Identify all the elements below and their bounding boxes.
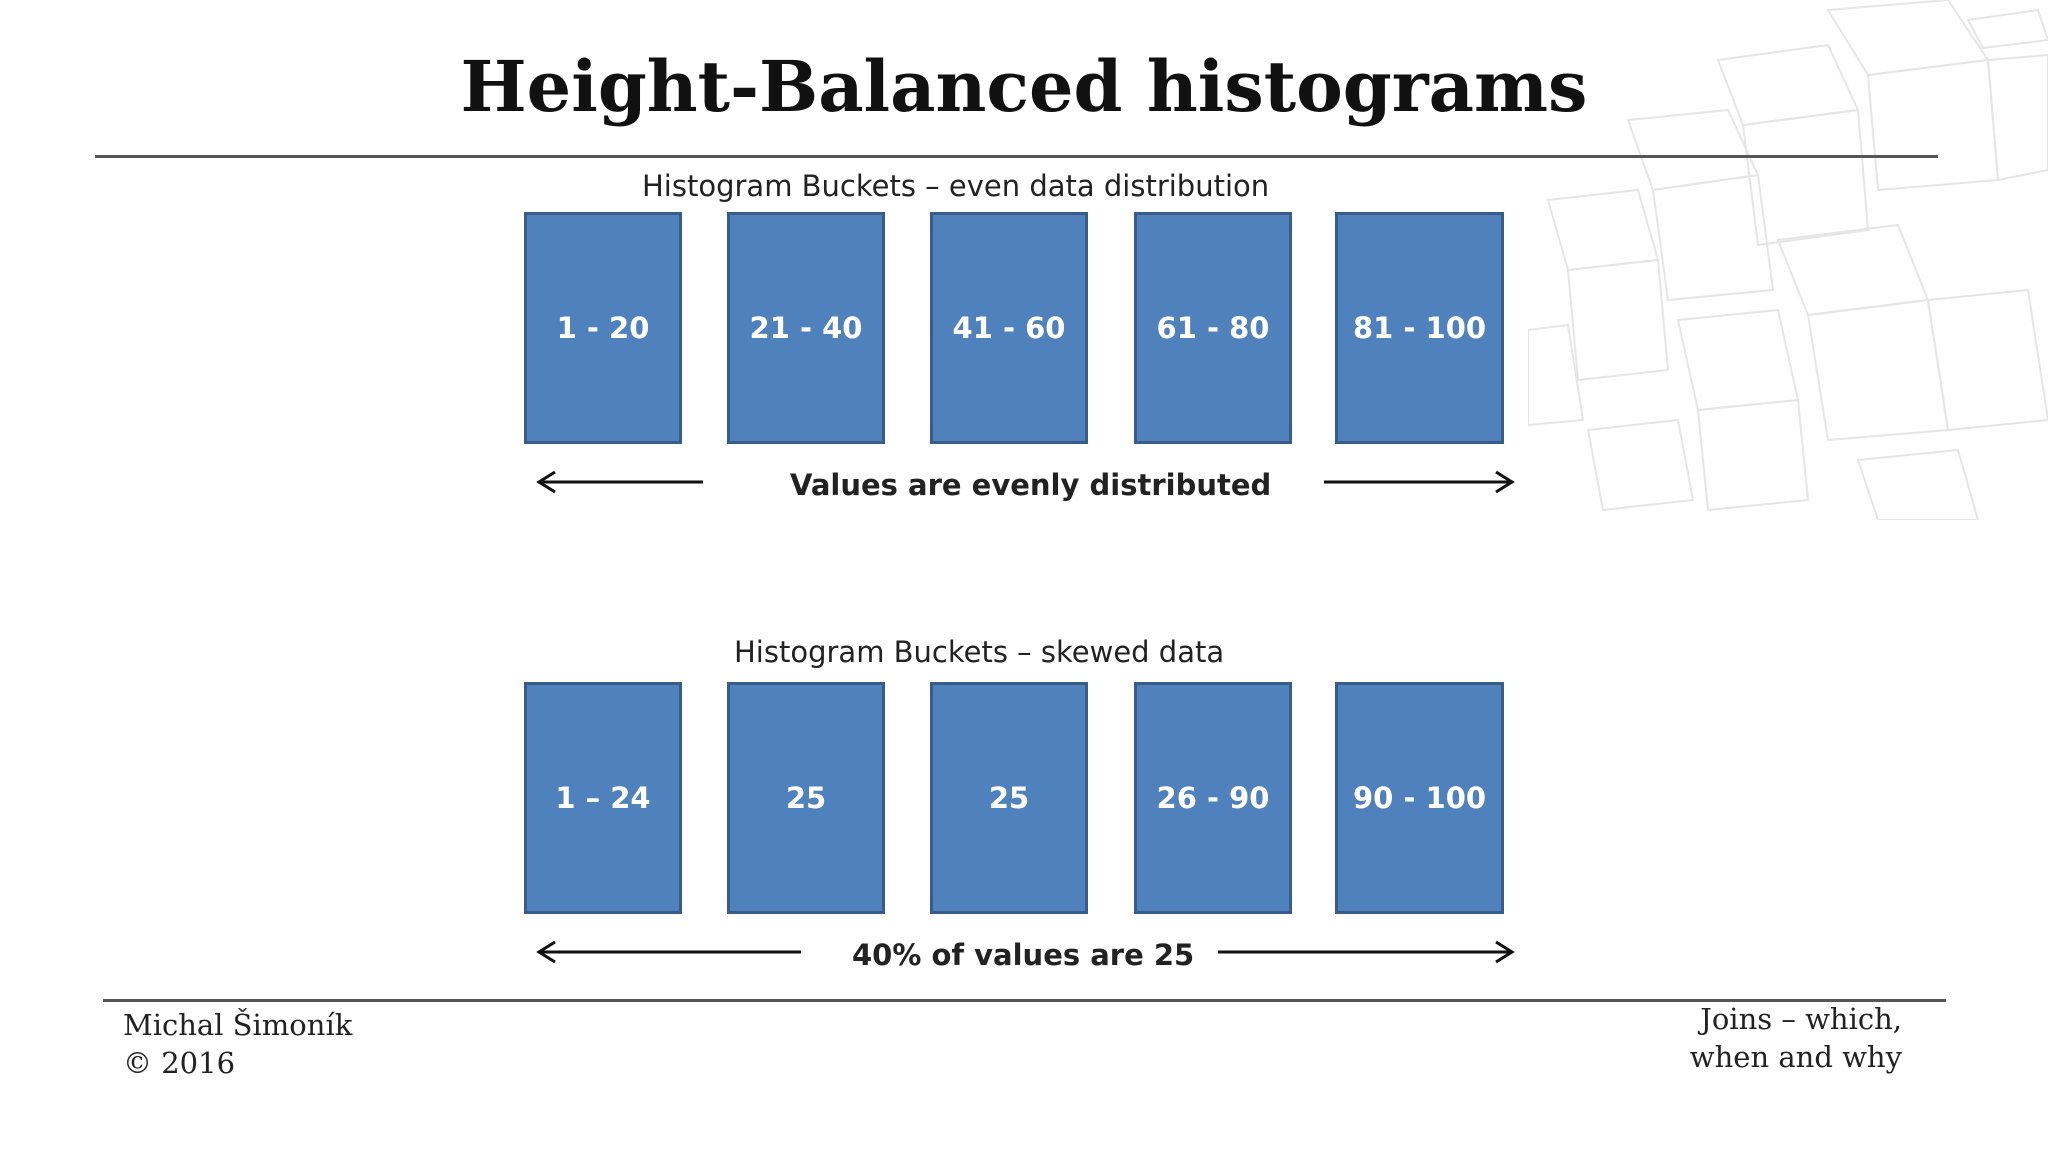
right-arrow-icon xyxy=(1324,470,1515,494)
footer-divider xyxy=(103,999,1946,1002)
even-bucket-3: 41 - 60 xyxy=(930,212,1088,444)
even-bucket-4: 61 - 80 xyxy=(1134,212,1292,444)
even-bucket-5: 81 - 100 xyxy=(1335,212,1504,444)
footer-topic-line-2: when and why xyxy=(1689,1040,1902,1074)
even-bucket-1: 1 - 20 xyxy=(524,212,682,444)
footer-topic-line-1: Joins – which, xyxy=(1700,1002,1902,1036)
even-bucket-2: 21 - 40 xyxy=(727,212,885,444)
left-arrow-icon xyxy=(536,470,703,494)
skewed-bucket-2: 25 xyxy=(727,682,885,914)
footer-copyright: © 2016 xyxy=(123,1046,236,1080)
skewed-bucket-4: 26 - 90 xyxy=(1134,682,1292,914)
title-divider xyxy=(95,155,1938,158)
skewed-bucket-3: 25 xyxy=(930,682,1088,914)
skewed-bucket-5: 90 - 100 xyxy=(1335,682,1504,914)
footer-author: Michal Šimoník xyxy=(123,1008,353,1042)
skewed-bucket-1: 1 – 24 xyxy=(524,682,682,914)
footer-author-block: Michal Šimoník © 2016 xyxy=(123,1006,352,1082)
slide-title: Height-Balanced histograms xyxy=(460,45,1588,128)
left-arrow-icon xyxy=(536,940,801,964)
footer-topic-block: Joins – which, when and why xyxy=(1690,1000,1902,1076)
skewed-data-caption: 40% of values are 25 xyxy=(852,938,1195,972)
skewed-data-heading: Histogram Buckets – skewed data xyxy=(734,635,1225,669)
even-distribution-caption: Values are evenly distributed xyxy=(790,468,1272,502)
background-cubes-decoration xyxy=(1528,0,2048,520)
even-distribution-heading: Histogram Buckets – even data distributi… xyxy=(642,169,1270,203)
right-arrow-icon xyxy=(1218,940,1515,964)
